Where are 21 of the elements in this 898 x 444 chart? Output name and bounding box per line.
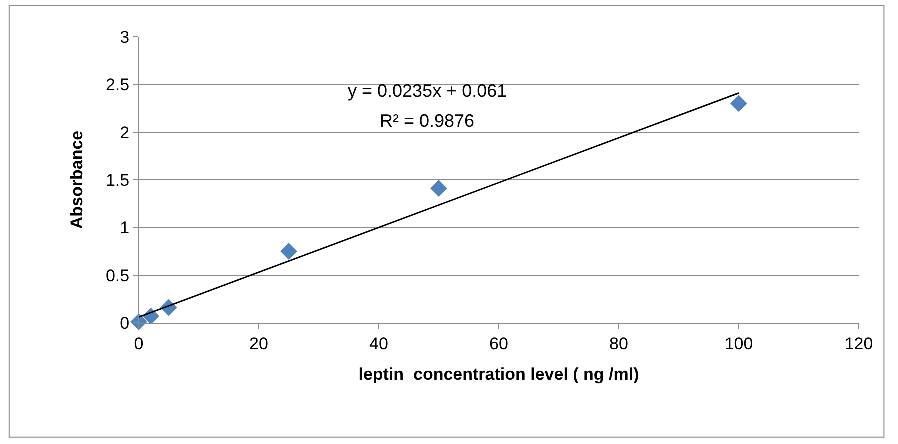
y-axis-title: Absorbance — [68, 130, 87, 230]
y-tick-label: 3 — [120, 28, 130, 47]
x-tick-label: 0 — [134, 334, 144, 354]
x-tick-label: 80 — [610, 334, 628, 354]
x-tick-label: 60 — [490, 334, 508, 354]
y-tick-label: 0.5 — [106, 266, 130, 286]
y-tick-label: 0 — [120, 314, 130, 333]
y-tick-label: 2 — [120, 123, 130, 142]
y-tick-label: 2.5 — [106, 76, 130, 95]
annotation: R² = 0.9876 — [380, 111, 475, 131]
x-tick-label: 40 — [370, 334, 388, 354]
y-tick-label: 1 — [120, 218, 130, 238]
y-tick-label: 1.5 — [106, 170, 130, 190]
x-axis-title: leptin concentration level ( ng /ml) — [358, 364, 640, 384]
point — [430, 180, 448, 198]
point — [280, 243, 298, 260]
point — [730, 95, 748, 112]
x-tick-label: 100 — [724, 334, 754, 354]
x-tick-label: 20 — [250, 334, 268, 354]
x-tick-label: 120 — [844, 334, 874, 354]
annotation: y = 0.0235x + 0.061 — [348, 81, 508, 101]
